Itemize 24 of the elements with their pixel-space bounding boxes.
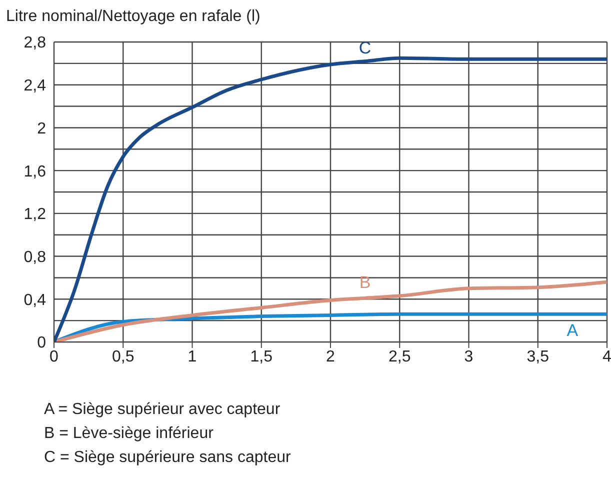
text: B = Lève-siège inférieur — [44, 424, 214, 444]
x-tick-label: 3 — [464, 348, 474, 366]
y-tick-label: 0,8 — [24, 248, 46, 266]
text: A = Siège supérieur avec capteur — [44, 400, 282, 420]
series-label: A — [566, 321, 579, 340]
x-tick-label: 2,5 — [388, 348, 411, 366]
x-tick-label: 2 — [326, 348, 336, 366]
series-label: C — [358, 38, 372, 58]
y-tick-label: 1,6 — [24, 163, 46, 180]
y-tick-label: 0 — [37, 334, 46, 352]
x-tick-label: 1 — [188, 348, 197, 366]
x-tick-label: 1,5 — [250, 348, 273, 366]
y-tick-label: 0,4 — [24, 292, 46, 309]
x-tick-label: 0,5 — [112, 348, 134, 366]
x-tick-label: 4 — [602, 348, 611, 366]
x-tick-label: 0 — [50, 348, 59, 366]
text: C = Siège supérieure sans capteur — [44, 448, 292, 468]
y-axis-title: Litre nominal/Nettoyage en rafale (l) — [6, 8, 262, 27]
y-tick-label: 2,4 — [24, 78, 46, 95]
y-tick-label: 2 — [37, 120, 46, 138]
y-tick-label: 1,2 — [24, 206, 46, 224]
y-tick-label: 2,8 — [24, 34, 46, 52]
series-label: B — [359, 273, 371, 292]
x-tick-label: 3,5 — [526, 348, 550, 366]
